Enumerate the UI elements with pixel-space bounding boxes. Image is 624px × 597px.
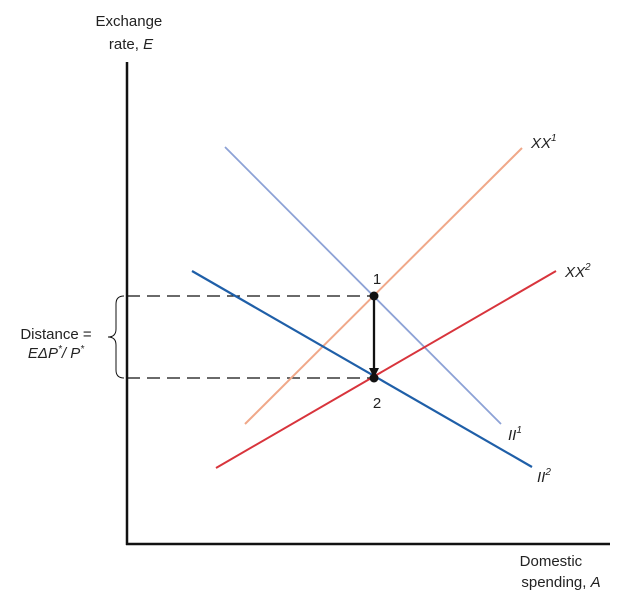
ii1-label: II1 bbox=[508, 425, 522, 444]
ii2-curve bbox=[191, 270, 533, 468]
y-axis-label-line2: rate, E bbox=[109, 36, 154, 53]
distance-brace bbox=[107, 295, 125, 379]
xx2-label: XX2 bbox=[564, 262, 591, 281]
xx1-curve bbox=[244, 147, 523, 425]
distance-label-line1: Distance = bbox=[20, 326, 92, 343]
x-axis-label: Domestic spending, A bbox=[520, 553, 601, 591]
y-axis-label: Exchange rate, E bbox=[96, 13, 167, 53]
ii2-label: II2 bbox=[537, 467, 551, 486]
equilibrium-point-2 bbox=[369, 373, 379, 383]
xx2-curve bbox=[215, 270, 557, 469]
y-axis-label-line1: Exchange bbox=[96, 13, 163, 30]
x-axis-label-line2: spending, A bbox=[521, 574, 600, 591]
point-label-2: 2 bbox=[373, 395, 381, 412]
point-label-1: 1 bbox=[373, 271, 381, 288]
x-axis-label-line1: Domestic bbox=[520, 553, 583, 570]
xx1-label: XX1 bbox=[530, 133, 557, 152]
ii1-curve bbox=[224, 146, 502, 425]
equilibrium-point-1 bbox=[369, 291, 379, 301]
distance-label-line2: EΔP*/ P* bbox=[28, 344, 85, 362]
